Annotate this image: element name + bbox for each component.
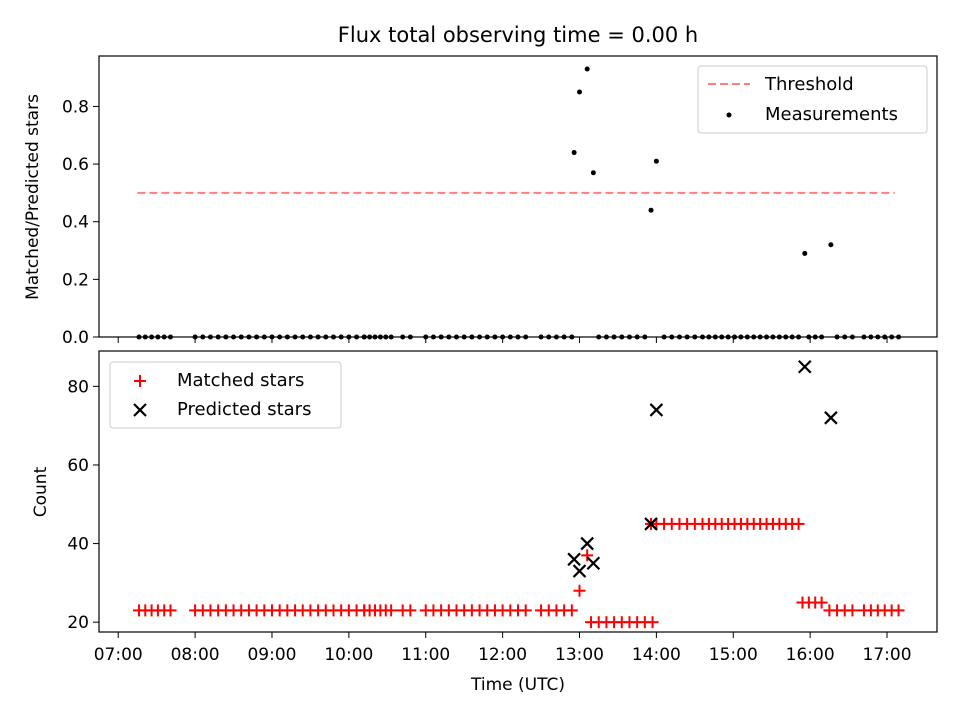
matched-star-marker xyxy=(385,604,398,617)
measurement-point xyxy=(571,150,577,156)
top-x-ticks xyxy=(117,337,888,343)
chart-title: Flux total observing time = 0.00 h xyxy=(338,23,698,47)
matched-star-marker xyxy=(519,604,532,617)
x-axis-label: Time (UTC) xyxy=(470,675,565,695)
x-tick-label: 13:00 xyxy=(555,645,604,665)
matched-star-marker xyxy=(792,517,805,530)
bottom-y-axis-label: Count xyxy=(31,466,51,517)
measurement-point xyxy=(577,89,583,95)
predicted-star-marker xyxy=(649,403,664,417)
legend-threshold-label: Threshold xyxy=(764,74,854,95)
measurement-point xyxy=(802,250,808,256)
measurement-point xyxy=(590,170,596,176)
x-tick-label: 07:00 xyxy=(94,645,143,665)
bottom-y-tick-label: 80 xyxy=(67,377,89,397)
matched-star-marker xyxy=(404,604,417,617)
matched-star-marker xyxy=(892,604,905,617)
predicted-star-marker xyxy=(824,411,838,425)
x-tick-label: 11:00 xyxy=(401,645,450,665)
matched-star-marker xyxy=(164,604,177,617)
measurement-point xyxy=(828,242,834,248)
matched-star-marker xyxy=(846,604,859,617)
x-tick-label: 10:00 xyxy=(324,645,373,665)
matched-star-marker xyxy=(581,549,594,562)
legend-matched-label: Matched stars xyxy=(177,370,304,391)
top-legend-box xyxy=(697,65,928,134)
measurement-point xyxy=(584,66,590,72)
x-tick-label: 16:00 xyxy=(786,645,835,665)
top-panel: 0.00.20.40.60.8 Matched/Predicted stars … xyxy=(23,55,938,348)
measurement-point xyxy=(653,158,659,164)
matched-star-marker xyxy=(573,584,586,597)
top-y-axis-label: Matched/Predicted stars xyxy=(23,94,43,300)
top-y-tick-label: 0.8 xyxy=(62,97,89,117)
predicted-star-marker xyxy=(644,517,658,531)
legend-predicted-swatch xyxy=(133,403,147,417)
bottom-y-tick-label: 60 xyxy=(67,456,89,476)
predicted-star-marker xyxy=(572,564,587,578)
x-tick-label: 15:00 xyxy=(709,645,758,665)
bottom-panel: 20 40 60 80 07:00 08:00 09:00 10:00 11:00 12:00 1… xyxy=(31,350,938,695)
legend-predicted-label: Predicted stars xyxy=(177,399,311,420)
x-tick-label: 14:00 xyxy=(632,645,681,665)
top-legend: Threshold Measurements xyxy=(697,65,928,134)
bottom-x-axis: 07:00 08:00 09:00 10:00 11:00 12:00 13:00 14:00… xyxy=(94,632,912,665)
legend-measurements-label: Measurements xyxy=(765,104,898,125)
predicted-star-marker xyxy=(567,552,581,567)
matched-star-marker xyxy=(565,604,578,617)
bottom-y-axis: 20 40 60 80 xyxy=(67,377,99,633)
bottom-plot-frame xyxy=(98,350,938,633)
x-tick-label: 09:00 xyxy=(247,645,296,665)
legend-matched-swatch xyxy=(134,375,146,387)
top-y-tick-label: 0.6 xyxy=(62,155,89,175)
matched-star-marker xyxy=(815,596,828,609)
bottom-legend: Matched stars Predicted stars xyxy=(109,361,342,429)
bottom-y-tick-label: 20 xyxy=(67,613,89,633)
x-tick-label: 08:00 xyxy=(171,645,220,665)
top-y-tick-label: 0.4 xyxy=(62,213,89,233)
x-tick-label: 12:00 xyxy=(478,645,527,665)
predicted-star-marker xyxy=(797,359,812,374)
predicted-star-marker xyxy=(580,536,594,551)
legend-measurements-swatch xyxy=(726,112,732,118)
matched-star-marker xyxy=(646,616,659,629)
predicted-star-marker xyxy=(586,556,601,571)
bottom-y-tick-label: 40 xyxy=(67,535,89,555)
top-plot-frame xyxy=(98,55,938,338)
measurement-point xyxy=(648,207,654,213)
top-y-tick-label: 0.2 xyxy=(62,270,89,290)
top-y-tick-label: 0.0 xyxy=(62,328,89,348)
bottom-legend-box xyxy=(109,361,342,429)
bottom-data-layer xyxy=(132,359,905,629)
top-y-axis: 0.0 0.2 0.4 0.6 0.8 xyxy=(62,97,99,348)
x-tick-label: 17:00 xyxy=(863,645,912,665)
